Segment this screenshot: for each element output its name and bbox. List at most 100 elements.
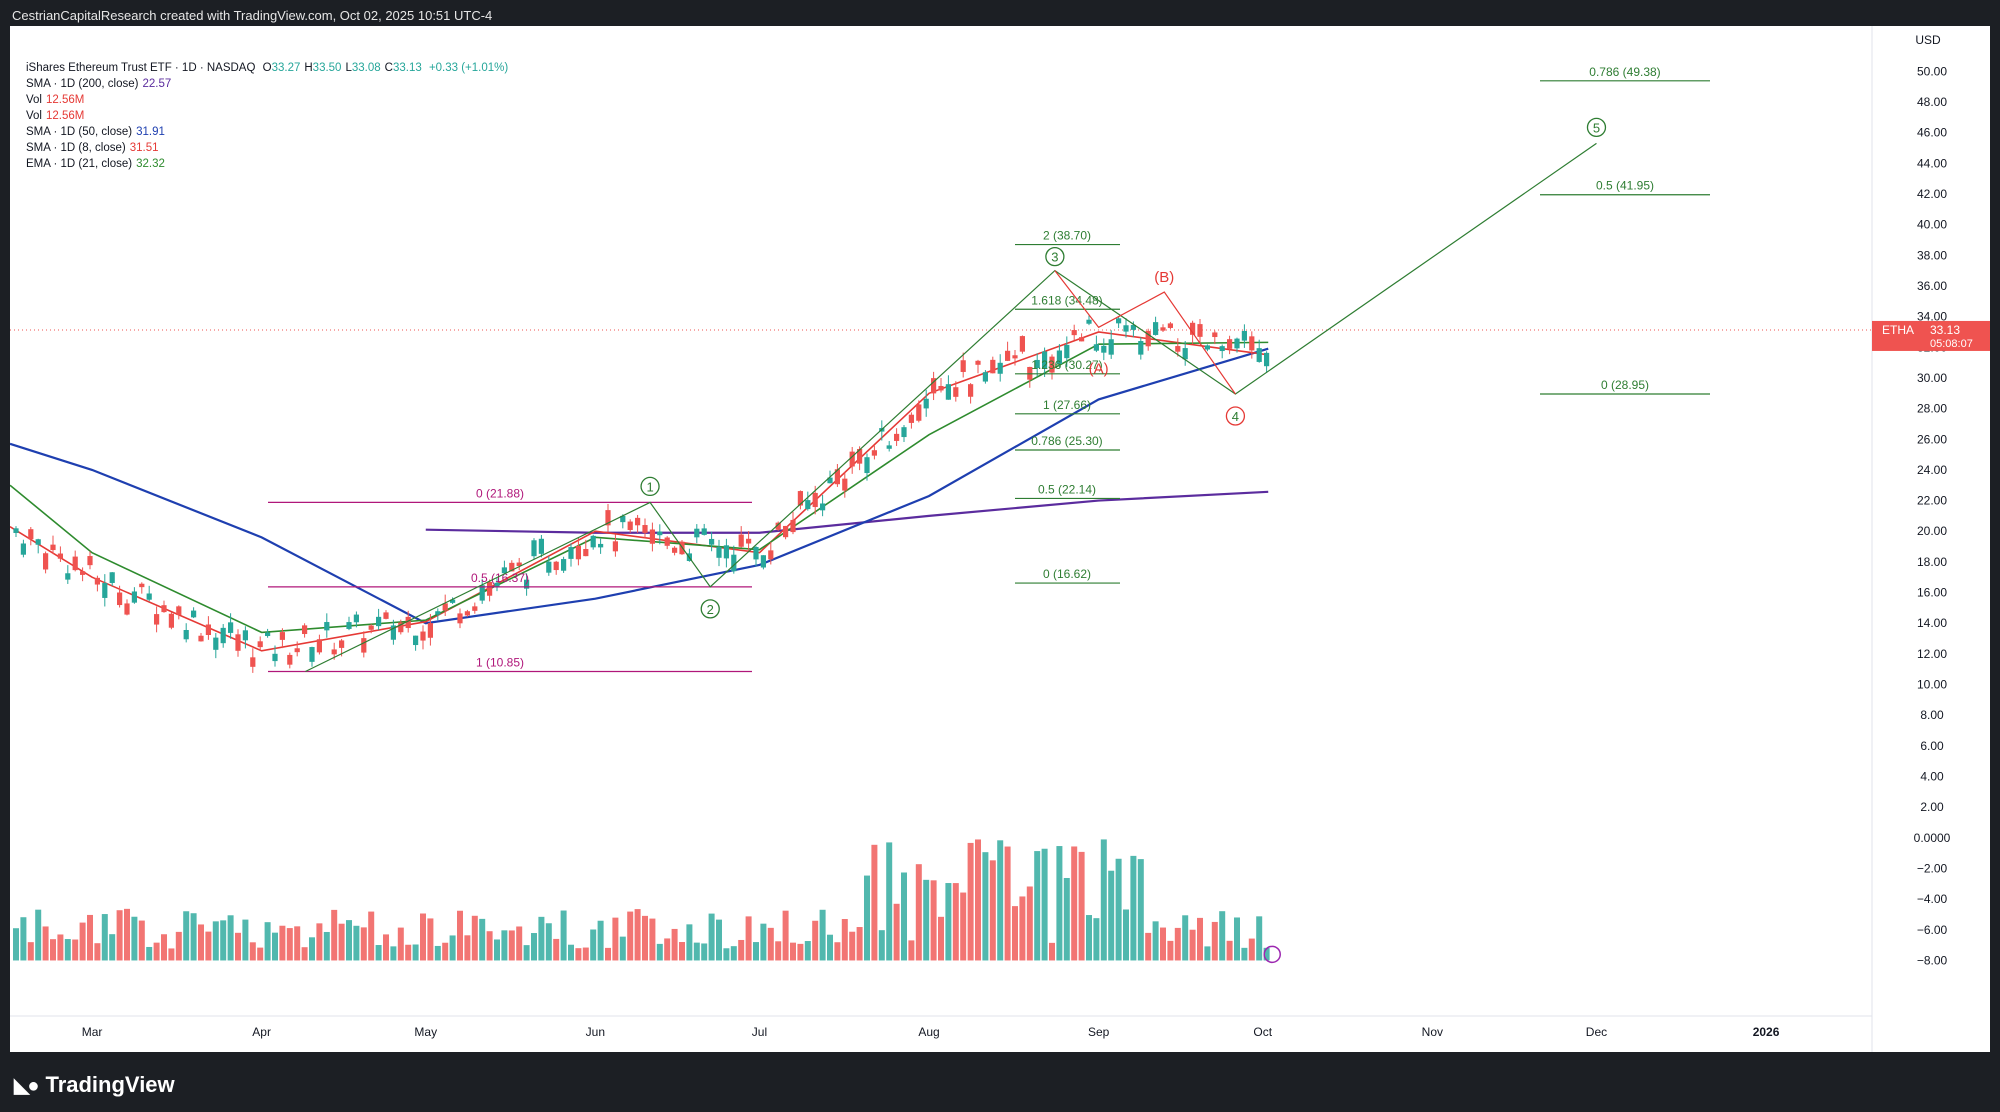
candle-body <box>124 603 130 615</box>
candle-body <box>709 538 715 545</box>
candle-body <box>383 612 389 619</box>
price-chart[interactable]: 0 (21.88) 0.5 (16.37) 1 (10.85) 2 (38.70) 1.… <box>9 26 1990 1052</box>
candle-body <box>435 611 441 615</box>
price-tick-label: 44.00 <box>1917 156 1947 170</box>
currency-label: USD <box>1915 33 1941 47</box>
volume-bar <box>153 942 160 961</box>
price-tick-label: 12.00 <box>1917 647 1947 661</box>
volume-bar <box>1241 947 1248 961</box>
volume-bar <box>13 928 19 961</box>
candle-body <box>1034 359 1040 369</box>
indicator-row[interactable]: SMA · 1D (8, close) 31.51 <box>26 140 508 156</box>
candle-body <box>1167 323 1173 328</box>
volume-bar <box>50 939 56 961</box>
candle-body <box>871 450 877 456</box>
candle-body <box>20 543 26 555</box>
ohlc-key-h: H <box>304 62 313 74</box>
wave-label: 5 <box>1593 120 1600 135</box>
volume-bar <box>183 911 190 961</box>
volume-bar <box>390 946 397 961</box>
candle-body <box>901 427 907 438</box>
candle-body <box>205 624 211 635</box>
fib-level-label: 0.786 (49.38) <box>1589 65 1660 79</box>
volume-bar <box>1041 848 1048 961</box>
indicator-row[interactable]: Vol 12.56M <box>26 92 508 108</box>
volume-bar <box>1026 886 1033 961</box>
volume-bar <box>57 934 64 961</box>
volume-bar <box>212 921 219 961</box>
volume-bar <box>124 908 130 961</box>
time-tick-label: Dec <box>1586 1025 1607 1039</box>
time-tick-label: Mar <box>82 1025 103 1039</box>
volume-bar <box>316 923 323 961</box>
indicator-row[interactable]: Vol 12.56M <box>26 108 508 124</box>
candle-body <box>701 528 707 535</box>
volume-bar <box>745 916 752 961</box>
volume-bar <box>531 933 537 961</box>
indicator-label: SMA · 1D (200, close) <box>26 78 139 90</box>
volume-bar <box>975 839 981 961</box>
candle-body <box>575 545 581 560</box>
tradingview-logo[interactable]: ◣● TradingView <box>14 1072 175 1098</box>
volume-bar <box>235 932 241 961</box>
symbol-title[interactable]: iShares Ethereum Trust ETF · 1D · NASDAQ <box>26 62 256 74</box>
candle-body <box>1264 352 1270 367</box>
volume-bar <box>457 910 463 961</box>
volume-bar <box>272 932 278 961</box>
indicator-row[interactable]: SMA · 1D (200, close) 22.57 <box>26 76 508 92</box>
volume-bar <box>952 883 959 961</box>
candle-body <box>346 622 352 629</box>
ohlc-key-l: L <box>345 62 352 74</box>
candle-body <box>1005 350 1011 361</box>
volume-bar <box>886 842 893 961</box>
candle-body <box>605 510 611 526</box>
candle-body <box>427 623 433 638</box>
candle-body <box>968 384 974 397</box>
volume-bar <box>686 924 693 961</box>
candle-body <box>487 581 493 596</box>
volume-bar <box>597 920 604 961</box>
volume-bar <box>1137 859 1144 961</box>
volume-bar <box>116 910 123 961</box>
volume-bar <box>198 924 204 961</box>
fib-level-label: 0.5 (41.95) <box>1596 179 1654 193</box>
candle-body <box>405 616 411 629</box>
last-price-badge <box>1872 320 1990 351</box>
candle-body <box>790 519 796 533</box>
volume-bar <box>338 923 345 961</box>
candle-body <box>635 517 641 526</box>
volume-bar <box>101 914 108 961</box>
lightning-icon[interactable] <box>1263 945 1281 964</box>
candle-body <box>1101 345 1107 353</box>
volume-bar <box>131 916 138 961</box>
volume-bar <box>523 945 530 961</box>
indicator-row[interactable]: SMA · 1D (50, close) 31.91 <box>26 124 508 140</box>
ohlc-value-c: 33.13 <box>392 62 422 74</box>
volume-bar <box>960 892 967 961</box>
volume-bar <box>242 919 249 961</box>
candle-body <box>805 500 811 510</box>
volume-bar <box>834 942 841 961</box>
candle-body <box>908 414 914 423</box>
volume-bar <box>553 938 560 961</box>
candle-body <box>139 583 145 588</box>
candle-body <box>302 625 308 635</box>
candle-body <box>1197 324 1203 337</box>
candle-body <box>664 537 670 546</box>
candle-body <box>1130 324 1136 330</box>
volume-bar <box>449 935 456 961</box>
chart-legend: iShares Ethereum Trust ETF · 1D · NASDAQ… <box>26 60 508 172</box>
candle-body <box>1042 351 1048 369</box>
candle-body <box>524 579 530 589</box>
volume-bar <box>72 939 79 961</box>
candle-body <box>509 562 515 572</box>
wave-label-circle <box>700 599 720 619</box>
volume-bar <box>175 931 182 961</box>
volume-bar <box>1100 839 1107 961</box>
indicator-row[interactable]: EMA · 1D (21, close) 32.32 <box>26 156 508 172</box>
candle-body <box>183 629 189 640</box>
candle-body <box>168 613 174 628</box>
wave-label-circle <box>1045 246 1065 267</box>
fib-level-label: 0 (28.95) <box>1601 378 1649 392</box>
volume-bar <box>1145 932 1152 961</box>
